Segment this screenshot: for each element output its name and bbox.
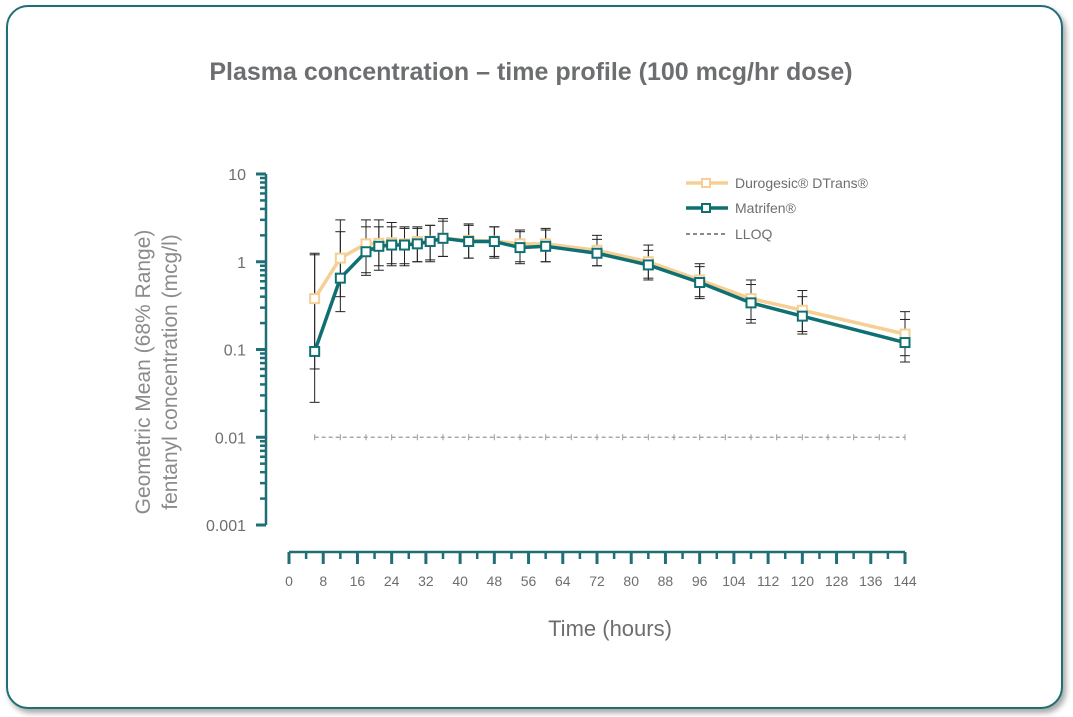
- data-point-matrifen: [399, 239, 410, 251]
- data-point-matrifen: [386, 239, 398, 251]
- legend-label-durogesic: Durogesic® DTrans®: [735, 175, 869, 191]
- x-tick-label: 136: [859, 573, 883, 589]
- x-axis-label: Time (hours): [548, 616, 672, 641]
- data-point-matrifen: [373, 240, 385, 252]
- x-tick-label: 80: [623, 573, 639, 589]
- x-tick-label: 64: [555, 573, 571, 589]
- x-tick-label: 8: [319, 573, 327, 589]
- y-tick-label: 0.01: [215, 430, 246, 447]
- x-tick-label: 32: [418, 573, 434, 589]
- data-point-matrifen: [745, 297, 757, 309]
- data-point-matrifen: [424, 236, 436, 248]
- data-point-matrifen: [540, 240, 552, 252]
- data-point-matrifen: [514, 242, 526, 254]
- legend-marker-matrifen: [701, 203, 711, 213]
- x-tick-label: 72: [589, 573, 605, 589]
- x-tick-label: 0: [285, 573, 293, 589]
- x-tick-label: 88: [658, 573, 674, 589]
- legend-label-lloq: LLOQ: [735, 226, 772, 242]
- data-point-matrifen: [694, 277, 706, 289]
- series-line-matrifen: [313, 236, 906, 353]
- y-tick-label: 0.1: [224, 343, 246, 360]
- legend-label-matrifen: Matrifen®: [735, 200, 797, 216]
- y-axis-label: Geometric Mean (68% Range) fentanyl conce…: [132, 230, 182, 515]
- data-point-durogesic: [309, 293, 321, 305]
- data-point-durogesic: [334, 252, 346, 264]
- data-point-matrifen: [642, 259, 654, 271]
- x-tick-label: 144: [893, 573, 917, 589]
- chart-title: Plasma concentration – time profile (100…: [209, 58, 853, 86]
- data-point-matrifen: [899, 337, 911, 349]
- x-tick-label: 16: [350, 573, 366, 589]
- x-tick-label: 48: [487, 573, 503, 589]
- data-point-matrifen: [591, 247, 603, 259]
- data-point-matrifen: [360, 246, 372, 258]
- x-tick-label: 120: [791, 573, 815, 589]
- data-point-matrifen: [796, 310, 808, 322]
- x-tick-label: 128: [825, 573, 849, 589]
- x-tick-label: 56: [521, 573, 537, 589]
- chart-card: [6, 5, 1063, 709]
- data-point-matrifen: [309, 345, 321, 357]
- data-point-matrifen: [411, 238, 423, 250]
- data-point-matrifen: [437, 232, 449, 244]
- x-tick-label: 96: [692, 573, 708, 589]
- legend-marker-durogesic: [701, 178, 711, 188]
- data-point-matrifen: [488, 236, 500, 248]
- x-tick-label: 104: [722, 573, 746, 589]
- data-point-matrifen: [334, 272, 346, 284]
- y-tick-label: 0.001: [206, 518, 246, 535]
- data-point-matrifen: [463, 236, 475, 248]
- y-axis-label-line: Geometric Mean (68% Range): [132, 230, 155, 515]
- y-axis-label-line: fentanyl concentration (mcg/l): [159, 234, 182, 509]
- y-tick-label: 1: [237, 255, 246, 272]
- x-tick-label: 40: [452, 573, 468, 589]
- y-tick-label: 10: [228, 167, 246, 184]
- x-tick-label: 24: [384, 573, 400, 589]
- x-tick-label: 112: [757, 573, 780, 589]
